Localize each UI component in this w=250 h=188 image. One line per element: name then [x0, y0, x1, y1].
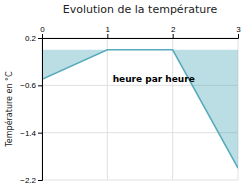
- grid-line: [107, 38, 108, 180]
- tick-mark: [42, 34, 43, 38]
- data: [42, 50, 238, 168]
- tick: 0: [40, 25, 45, 38]
- tick-mark: [238, 34, 239, 38]
- tick: −2.2: [20, 176, 42, 185]
- x-axis: 0 1 2 3: [40, 25, 241, 39]
- area: [42, 50, 238, 168]
- tick-mark: [38, 85, 42, 86]
- y-label: Température en °C: [4, 71, 14, 148]
- annotation: heure par heure: [113, 74, 195, 84]
- chart: 0 1 2 3 0.2 −0.6 −1.4 −2.2 heure par heure Evolut…: [0, 0, 250, 188]
- tick-label: −0.6: [20, 81, 36, 90]
- tick-mark: [38, 133, 42, 134]
- tick: 0.2: [25, 34, 42, 43]
- tick-mark: [107, 34, 108, 38]
- tick-mark: [173, 34, 174, 38]
- tick-mark: [38, 38, 42, 39]
- tick: −0.6: [20, 81, 42, 90]
- tick: 2: [171, 25, 176, 38]
- plot: 0 1 2 3 0.2 −0.6 −1.4 −2.2 heure par heure: [20, 25, 241, 185]
- tick-label: 3: [236, 25, 241, 34]
- axis-line: [38, 39, 43, 181]
- title: Evolution de la température: [63, 3, 218, 16]
- tick-label: 2: [171, 25, 176, 34]
- tick-label: 0.2: [25, 34, 37, 43]
- tick-label: 0: [40, 25, 45, 34]
- axis-line: [43, 34, 239, 39]
- tick: 1: [106, 25, 111, 38]
- tick-label: 1: [106, 25, 111, 34]
- tick: −1.4: [20, 129, 42, 138]
- grid-line: [172, 38, 173, 180]
- grid: [42, 38, 238, 180]
- tick: 3: [236, 25, 241, 38]
- tick-label: −1.4: [20, 129, 36, 138]
- grid-line: [42, 132, 238, 133]
- tick-mark: [38, 180, 42, 181]
- grid-line: [42, 180, 238, 181]
- y-axis: 0.2 −0.6 −1.4 −2.2: [20, 34, 42, 185]
- line: [42, 50, 238, 168]
- tick-label: −2.2: [20, 176, 36, 185]
